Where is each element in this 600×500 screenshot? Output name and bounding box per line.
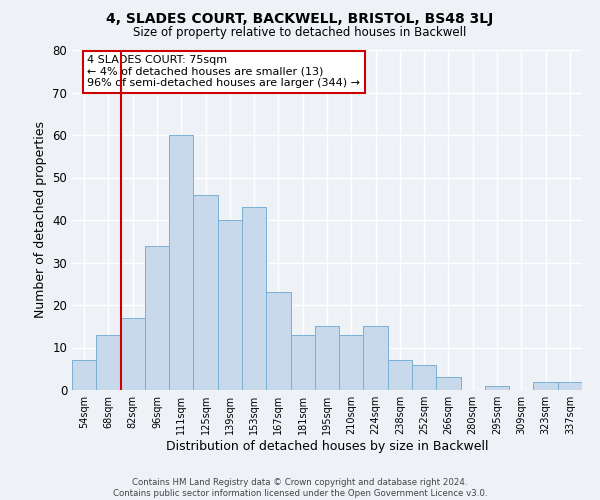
Bar — [266, 292, 290, 390]
Bar — [218, 220, 242, 390]
Bar — [339, 335, 364, 390]
Text: 4 SLADES COURT: 75sqm
← 4% of detached houses are smaller (13)
96% of semi-detac: 4 SLADES COURT: 75sqm ← 4% of detached h… — [88, 55, 360, 88]
Bar — [121, 318, 145, 390]
Bar — [412, 364, 436, 390]
Text: Size of property relative to detached houses in Backwell: Size of property relative to detached ho… — [133, 26, 467, 39]
Bar — [315, 326, 339, 390]
Bar — [145, 246, 169, 390]
Bar — [533, 382, 558, 390]
Bar — [290, 335, 315, 390]
Bar — [364, 326, 388, 390]
Bar — [72, 360, 96, 390]
Bar — [242, 207, 266, 390]
Text: Contains HM Land Registry data © Crown copyright and database right 2024.
Contai: Contains HM Land Registry data © Crown c… — [113, 478, 487, 498]
Bar — [193, 194, 218, 390]
Y-axis label: Number of detached properties: Number of detached properties — [34, 122, 47, 318]
Bar — [485, 386, 509, 390]
Text: 4, SLADES COURT, BACKWELL, BRISTOL, BS48 3LJ: 4, SLADES COURT, BACKWELL, BRISTOL, BS48… — [106, 12, 494, 26]
X-axis label: Distribution of detached houses by size in Backwell: Distribution of detached houses by size … — [166, 440, 488, 453]
Bar — [96, 335, 121, 390]
Bar — [169, 135, 193, 390]
Bar — [436, 378, 461, 390]
Bar — [388, 360, 412, 390]
Bar — [558, 382, 582, 390]
